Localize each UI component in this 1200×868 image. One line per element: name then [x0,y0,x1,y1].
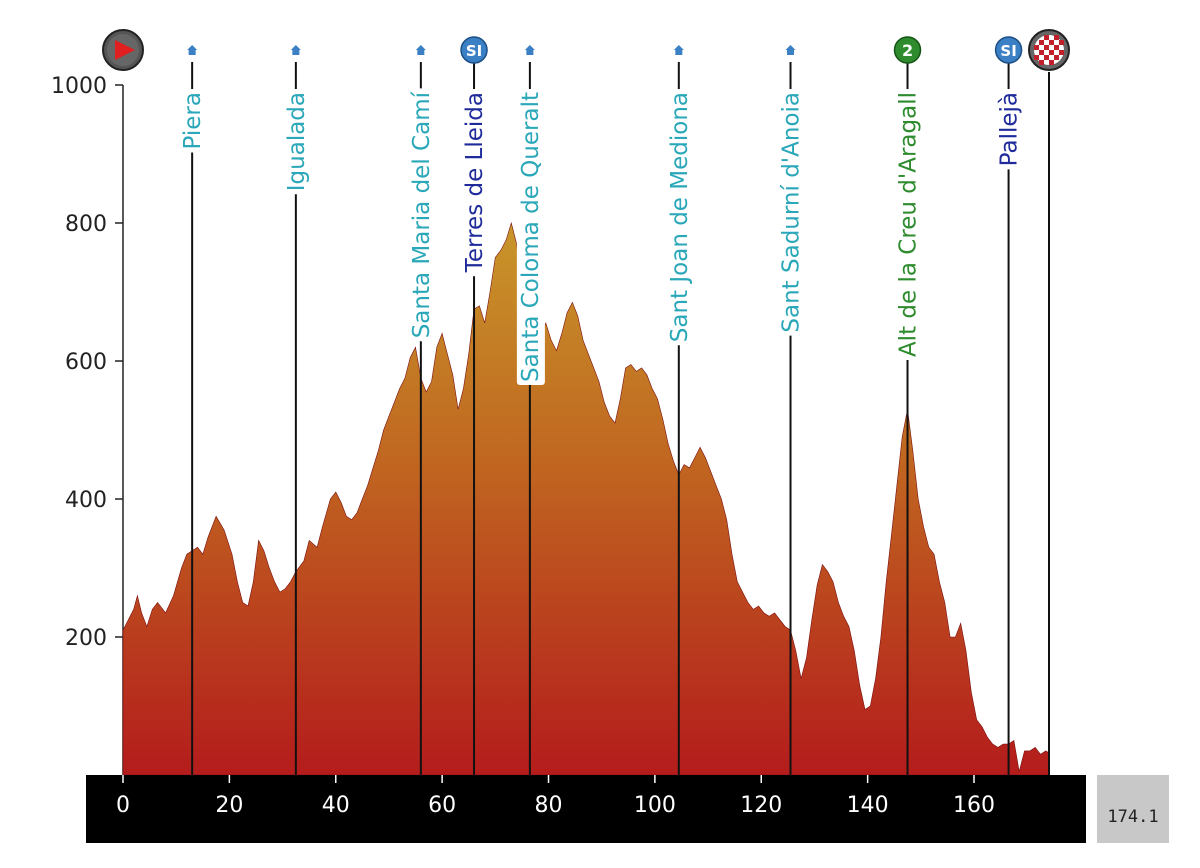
x-tick-label: 60 [428,793,456,818]
waypoint-town: Igualada [282,45,311,775]
waypoint-label-background [516,89,545,385]
x-tick-label: 20 [215,793,243,818]
total-distance-box [1097,775,1169,843]
waypoint-town: Sant Joan de Mediona [665,45,694,775]
waypoint-label-background [777,89,806,336]
y-axis: 200 400 600 800 1000 [51,74,124,775]
house-icon [785,45,796,55]
waypoint-label-background [461,89,490,277]
waypoint-label-background [665,89,694,346]
waypoint-label: Piera [180,92,206,149]
y-tick-label: 600 [65,350,107,375]
waypoint-climb: Alt de la Creu d'Aragall 2 [893,36,923,775]
waypoint-label: Sant Sadurní d'Anoia [779,92,805,333]
si-icon-text: SI [1000,42,1016,60]
climb-category-icon: 2 [893,36,922,64]
house-icon [524,45,535,55]
waypoint-label-background [282,89,311,195]
climb-category-text: 2 [902,41,913,60]
y-tick-label: 1000 [51,74,107,99]
y-tick-label: 200 [65,626,107,651]
waypoint-intermediate-sprint: Terres de Lleida SI [460,36,490,775]
total-distance-label: 174.1 [1107,807,1158,827]
waypoint-label-background [995,89,1024,170]
x-tick-label: 120 [740,793,782,818]
x-tick-label: 160 [953,793,995,818]
x-tick-label: 100 [634,793,676,818]
si-icon: SI [460,36,488,64]
waypoint-label: Santa Coloma de Queralt [518,92,544,382]
start-play-icon [102,29,144,71]
y-tick-label: 400 [65,488,107,513]
waypoint-label: Terres de Lleida [462,92,488,273]
waypoint-label: Sant Joan de Mediona [667,92,693,342]
house-icon [290,45,301,55]
y-tick-label: 800 [65,212,107,237]
house-icon [673,45,684,55]
si-icon-text: SI [466,42,482,60]
waypoint-town: Piera [179,45,208,775]
finish-flag-icon [1028,29,1070,71]
waypoint-town: Santa Coloma de Queralt [516,45,545,775]
waypoint-label-background [407,88,436,342]
waypoint-label: Alt de la Creu d'Aragall [896,92,922,357]
x-tick-label: 80 [535,793,563,818]
waypoint-intermediate-sprint: Pallejà SI [994,36,1024,775]
x-tick-label: 0 [116,793,130,818]
waypoint-label: Igualada [284,92,310,191]
house-icon [415,45,426,55]
x-tick-label: 140 [847,793,889,818]
house-icon [187,45,198,55]
waypoint-label: Santa Maria del Camí [409,91,435,338]
x-axis: 0 20 40 60 80 100 120 140 160 174.1 [86,775,1169,843]
waypoint-town: Santa Maria del Camí [407,45,436,775]
waypoint-markers: Piera Igualada Santa Maria del Camí Terres … [179,36,1024,775]
waypoint-label-background [894,89,923,361]
x-axis-band [86,775,1086,843]
waypoint-label: Pallejà [997,92,1023,166]
waypoint-label-background [179,89,208,153]
x-tick-label: 40 [322,793,350,818]
si-icon: SI [994,36,1023,64]
waypoint-town: Sant Sadurní d'Anoia [777,45,806,775]
